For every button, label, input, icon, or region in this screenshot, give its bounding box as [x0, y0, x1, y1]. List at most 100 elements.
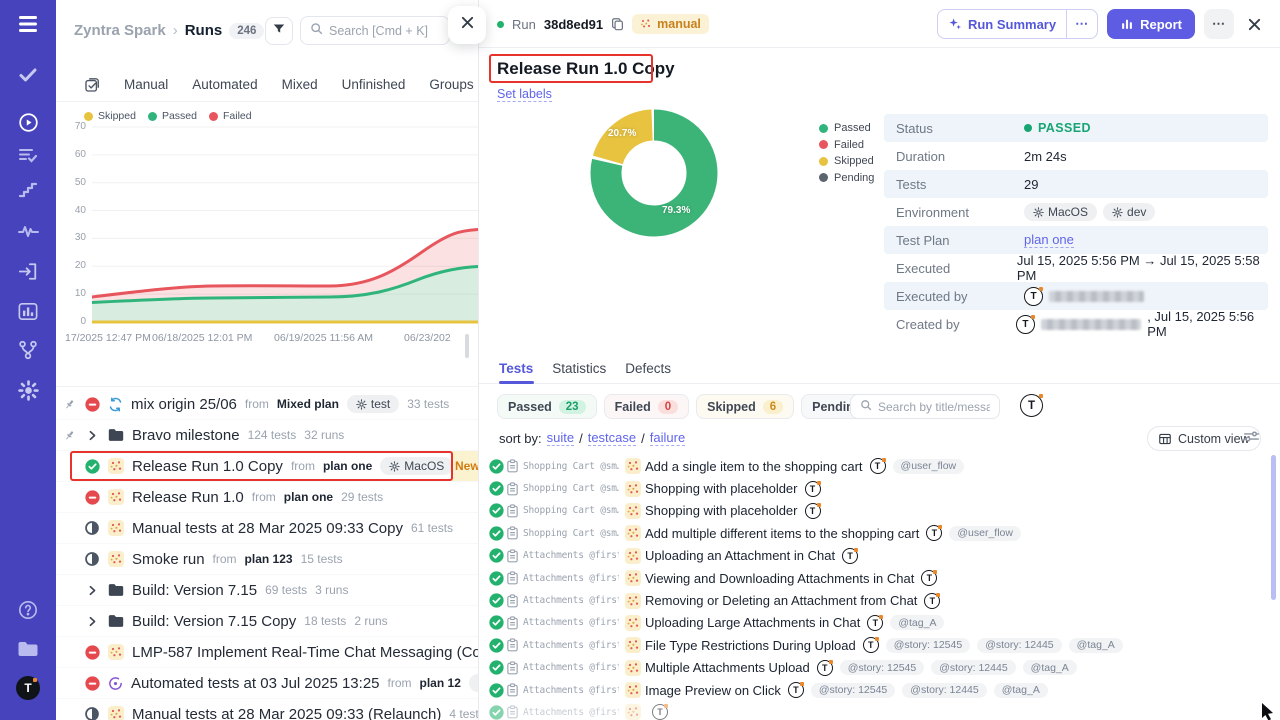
detail-row: EnvironmentMacOSdev	[884, 198, 1268, 226]
menu-icon[interactable]	[0, 14, 56, 34]
test-row[interactable]: Attachments @firstViewing and Downloadin…	[479, 567, 1269, 589]
run-meta: 3 runs	[315, 583, 348, 597]
test-row[interactable]: Attachments @firstT	[479, 701, 1269, 720]
test-row[interactable]: Attachments @firstFile Type Restrictions…	[479, 634, 1269, 656]
test-row[interactable]: Attachments @firstImage Preview on Click…	[479, 679, 1269, 701]
runs-play-icon[interactable]	[0, 112, 56, 133]
test-title: Removing or Deleting an Attachment from …	[645, 593, 917, 608]
test-row[interactable]: Shopping Cart @sm…Add a single item to t…	[479, 455, 1269, 477]
run-plan[interactable]: plan one	[284, 490, 333, 504]
run-row[interactable]: Automated tests at 03 Jul 2025 13:25from…	[56, 668, 478, 699]
milestones-steps-icon[interactable]	[0, 182, 56, 198]
more-actions-button[interactable]: ⋯	[1204, 9, 1234, 39]
run-plan[interactable]: plan one	[323, 459, 372, 473]
tests-search-input[interactable]	[878, 400, 990, 414]
close-run-icon[interactable]	[1243, 13, 1266, 36]
run-plan[interactable]: Mixed plan	[277, 397, 339, 411]
user-avatar[interactable]: T	[0, 676, 56, 700]
run-row[interactable]: Smoke runfromplan 12315 tests	[56, 544, 478, 575]
avatar: T	[924, 593, 940, 609]
runs-tab-manual[interactable]: Manual	[124, 77, 168, 92]
run-plan[interactable]: plan 123	[245, 552, 293, 566]
sparkle-icon	[948, 17, 962, 31]
detail-label: Created by	[884, 317, 1016, 332]
view-settings-sliders-icon[interactable]	[1243, 429, 1260, 449]
filter-button[interactable]	[265, 17, 293, 45]
env-badge: MacOS	[380, 457, 453, 475]
versions-branch-icon[interactable]	[0, 340, 56, 360]
breadcrumb-project[interactable]: Zyntra Spark	[74, 22, 166, 39]
runs-tab-groups[interactable]: Groups	[429, 77, 473, 92]
run-summary-button[interactable]: Run Summary ⋯	[937, 9, 1098, 39]
filter-chip-failed[interactable]: Failed0	[604, 394, 690, 419]
imports-icon[interactable]	[0, 262, 56, 281]
set-labels-link[interactable]: Set labels	[497, 87, 552, 102]
runs-tab-automated[interactable]: Automated	[192, 77, 257, 92]
test-suite: Attachments @first	[523, 573, 619, 584]
run-row-title: Build: Version 7.15 Copy	[132, 613, 296, 630]
test-row[interactable]: Shopping Cart @sm…Add multiple different…	[479, 522, 1269, 544]
detail-value: plan one	[1024, 232, 1074, 248]
test-tag: @story: 12545	[886, 638, 970, 653]
run-row[interactable]: Release Run 1.0 Copyfromplan oneMacOSdev…	[56, 451, 478, 482]
mid-scrollbar[interactable]	[465, 334, 469, 358]
test-row[interactable]: Attachments @firstRemoving or Deleting a…	[479, 589, 1269, 611]
detail-value: 2m 24s	[1024, 149, 1067, 164]
test-title: Multiple Attachments Upload	[645, 660, 810, 675]
close-panel-button[interactable]	[448, 6, 486, 44]
test-title: Add a single item to the shopping cart	[645, 459, 863, 474]
projects-folder-icon[interactable]	[0, 640, 56, 658]
clipboard-icon	[506, 594, 519, 608]
run-row[interactable]: Manual tests at 28 Mar 2025 09:33 Copy61…	[56, 513, 478, 544]
run-row[interactable]: mix origin 25/06fromMixed plantest33 tes…	[56, 389, 478, 420]
runs-tab-mixed[interactable]: Mixed	[282, 77, 318, 92]
run-id-row: Run 38d8ed91 manual	[497, 12, 709, 36]
filter-chip-skipped[interactable]: Skipped6	[696, 394, 794, 419]
test-row[interactable]: Shopping Cart @sm…Shopping with placehol…	[479, 500, 1269, 522]
reports-chart-icon[interactable]	[0, 302, 56, 321]
chevron-right-icon[interactable]	[84, 616, 100, 627]
tests-check-icon[interactable]	[0, 66, 56, 84]
run-group-row[interactable]: Build: Version 7.15 Copy18 tests2 runs	[56, 606, 478, 637]
test-cases-list-icon[interactable]	[0, 146, 56, 164]
assignee-filter-avatar[interactable]: T	[1020, 394, 1043, 417]
run-row[interactable]: LMP-587 Implement Real-Time Chat Messagi…	[56, 637, 478, 668]
runs-tab-unfinished[interactable]: Unfinished	[342, 77, 406, 92]
breadcrumb-page: Runs	[185, 22, 223, 39]
test-suite: Attachments @first	[523, 685, 619, 696]
test-title: Shopping with placeholder	[645, 481, 798, 496]
tests-scrollbar[interactable]	[1271, 455, 1276, 600]
run-summary-more-button[interactable]: ⋯	[1066, 10, 1097, 38]
copy-icon[interactable]	[611, 17, 624, 31]
activity-pulse-icon[interactable]	[0, 224, 56, 238]
runs-filter-tabs: ManualAutomatedMixedUnfinishedGroups tes…	[56, 68, 478, 102]
run-plan[interactable]: plan 12	[420, 676, 461, 690]
test-row[interactable]: Attachments @firstUploading Large Attach…	[479, 612, 1269, 634]
tests-search[interactable]	[850, 394, 1000, 419]
run-group-row[interactable]: Build: Version 7.1569 tests3 runs	[56, 575, 478, 606]
run-row[interactable]: Release Run 1.0fromplan one29 tests	[56, 482, 478, 513]
env-badge: test	[469, 674, 478, 692]
test-row[interactable]: Attachments @firstUploading an Attachmen…	[479, 545, 1269, 567]
sort-link-testcase[interactable]: testcase	[588, 430, 636, 446]
app-sidebar: T	[0, 0, 56, 720]
chevron-right-icon[interactable]	[84, 585, 100, 596]
report-button[interactable]: Report	[1107, 9, 1195, 39]
select-runs-icon[interactable]	[84, 77, 100, 93]
filter-chip-passed[interactable]: Passed23	[497, 394, 597, 419]
detail-value: T	[1024, 287, 1144, 306]
settings-gear-icon[interactable]	[0, 380, 56, 401]
runs-search-input[interactable]	[329, 24, 440, 38]
test-row[interactable]: Shopping Cart @sm…Shopping with placehol…	[479, 477, 1269, 499]
detail-row: ExecutedJul 15, 2025 5:56 PM → Jul 15, 2…	[884, 254, 1268, 282]
test-plan-link[interactable]: plan one	[1024, 232, 1074, 248]
chevron-right-icon[interactable]	[84, 430, 100, 441]
runs-search[interactable]	[300, 16, 450, 45]
run-group-row[interactable]: Bravo milestone124 tests32 runs	[56, 420, 478, 451]
pin-icon	[62, 429, 76, 442]
sort-link-failure[interactable]: failure	[650, 430, 685, 446]
help-icon[interactable]	[0, 600, 56, 620]
run-row[interactable]: Manual tests at 28 Mar 2025 09:33 (Relau…	[56, 699, 478, 720]
test-row[interactable]: Attachments @firstMultiple Attachments U…	[479, 657, 1269, 679]
sort-link-suite[interactable]: suite	[547, 430, 574, 446]
